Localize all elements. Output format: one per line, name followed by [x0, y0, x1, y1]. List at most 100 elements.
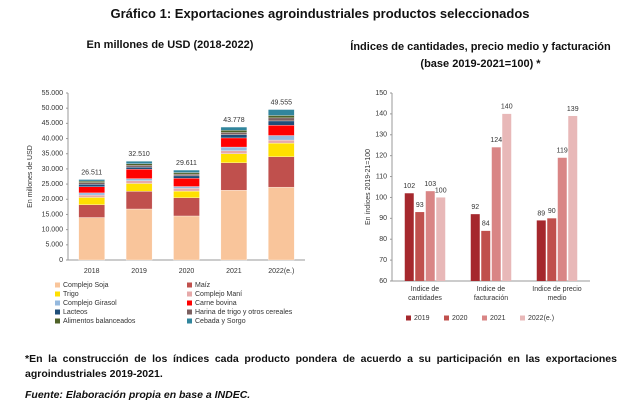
- bar-segment: [268, 139, 295, 144]
- bar-segment: [220, 126, 248, 131]
- bar-segment: [78, 194, 105, 198]
- y-tick-label: 110: [376, 173, 387, 180]
- bar-segment: [78, 182, 105, 185]
- total-label: 32.510: [128, 151, 150, 158]
- legend-swatch: [406, 315, 411, 321]
- y-tick-label: 35.000: [42, 151, 64, 158]
- bar-segment: [220, 134, 248, 139]
- bar-segment: [173, 169, 200, 173]
- bar-segment: [125, 191, 153, 210]
- legend-label: Complejo Soja: [63, 282, 109, 289]
- bar-segment: [78, 186, 105, 194]
- y-tick-label: 40.000: [42, 135, 64, 142]
- y-tick-label: 120: [375, 153, 387, 160]
- legend-swatch: [187, 282, 192, 288]
- legend-label: 2020: [452, 315, 468, 322]
- y-axis-label: En índices 2019-21=100: [365, 149, 372, 225]
- bar-segment: [220, 130, 248, 133]
- bar-segment: [125, 178, 153, 181]
- bar-segment: [220, 150, 248, 154]
- bar: [502, 113, 512, 281]
- bar-segment: [125, 163, 153, 166]
- data-label: 89: [537, 210, 545, 217]
- x-tick-label: Indice de facturación: [473, 286, 509, 302]
- legend-label: Harina de trigo y otros cereales: [195, 309, 293, 316]
- y-tick-label: 140: [375, 111, 387, 118]
- chart-title: Índices de cantidades, precio medio y fa…: [350, 41, 611, 70]
- bar-segment: [220, 137, 248, 148]
- bar-segment: [173, 186, 200, 189]
- bar-segment: [78, 180, 105, 183]
- bar: [536, 220, 546, 281]
- bar: [491, 147, 501, 281]
- y-tick-label: 5.000: [45, 242, 63, 249]
- bar-segment: [173, 197, 200, 217]
- x-tick-label: Indice de precio medio: [532, 286, 582, 302]
- bar-segment: [173, 175, 200, 179]
- y-tick-label: 45.000: [42, 120, 64, 127]
- data-label: 124: [490, 137, 502, 144]
- bar-segment: [173, 172, 200, 175]
- bar-segment: [78, 217, 105, 261]
- legend-label: Trigo: [63, 291, 79, 298]
- bar-segment: [173, 215, 200, 261]
- bar-segment: [78, 192, 105, 196]
- y-tick-label: 100: [375, 194, 387, 201]
- bar-segment: [173, 178, 200, 187]
- x-tick-label: 2019: [131, 268, 147, 275]
- bar-segment: [268, 120, 295, 126]
- y-tick-label: 130: [375, 132, 387, 139]
- bar: [470, 214, 480, 281]
- data-label: 100: [435, 187, 447, 194]
- bar-segment: [125, 166, 153, 170]
- legend-swatch: [55, 291, 60, 297]
- bar-segment: [220, 153, 248, 163]
- bar-segment: [268, 186, 295, 261]
- bar-segment: [173, 190, 200, 198]
- legend-label: 2022(e.): [528, 315, 554, 322]
- legend-swatch: [55, 309, 60, 315]
- bar: [568, 115, 578, 281]
- y-tick-label: 0: [59, 257, 63, 264]
- bar-segment: [125, 161, 153, 164]
- legend-swatch: [444, 315, 449, 321]
- y-tick-label: 10.000: [42, 226, 64, 233]
- legend-swatch: [55, 300, 60, 306]
- legend-swatch: [55, 318, 60, 324]
- bar-segment: [78, 204, 105, 218]
- bar-segment: [125, 208, 153, 261]
- total-label: 29.611: [176, 160, 197, 167]
- data-label: 119: [557, 148, 568, 155]
- legend-swatch: [187, 309, 192, 315]
- y-tick-label: 70: [379, 257, 387, 264]
- data-label: 140: [501, 104, 513, 111]
- legend-label: Maíz: [195, 282, 211, 289]
- source: Fuente: Elaboración propia en base a IND…: [25, 389, 251, 401]
- bar-segment: [173, 188, 200, 192]
- bar: [425, 191, 435, 281]
- legend-label: Carne bovina: [195, 300, 237, 307]
- y-tick-label: 25.000: [42, 181, 64, 188]
- legend-label: Lacteos: [63, 309, 88, 316]
- bar: [547, 218, 557, 281]
- legend-swatch: [187, 291, 192, 297]
- bar-segment: [220, 132, 248, 135]
- legend-label: 2021: [490, 315, 506, 322]
- x-tick-label: Indice de cantidades: [408, 286, 442, 302]
- bar-segment: [220, 162, 248, 191]
- bar-segment: [78, 179, 105, 182]
- bar-segment: [268, 109, 295, 116]
- bar-segment: [268, 135, 295, 141]
- y-tick-label: 30.000: [42, 166, 64, 173]
- y-tick-label: 150: [375, 90, 387, 97]
- bar-segment: [220, 146, 248, 151]
- y-tick-label: 50.000: [42, 105, 64, 112]
- legend-label: Cebada y Sorgo: [195, 318, 246, 325]
- data-label: 84: [482, 221, 490, 228]
- x-tick-label: 2020: [179, 268, 195, 275]
- data-label: 92: [471, 204, 479, 211]
- bar-segment: [268, 156, 295, 188]
- bar-segment: [268, 117, 295, 122]
- legend-swatch: [55, 282, 60, 288]
